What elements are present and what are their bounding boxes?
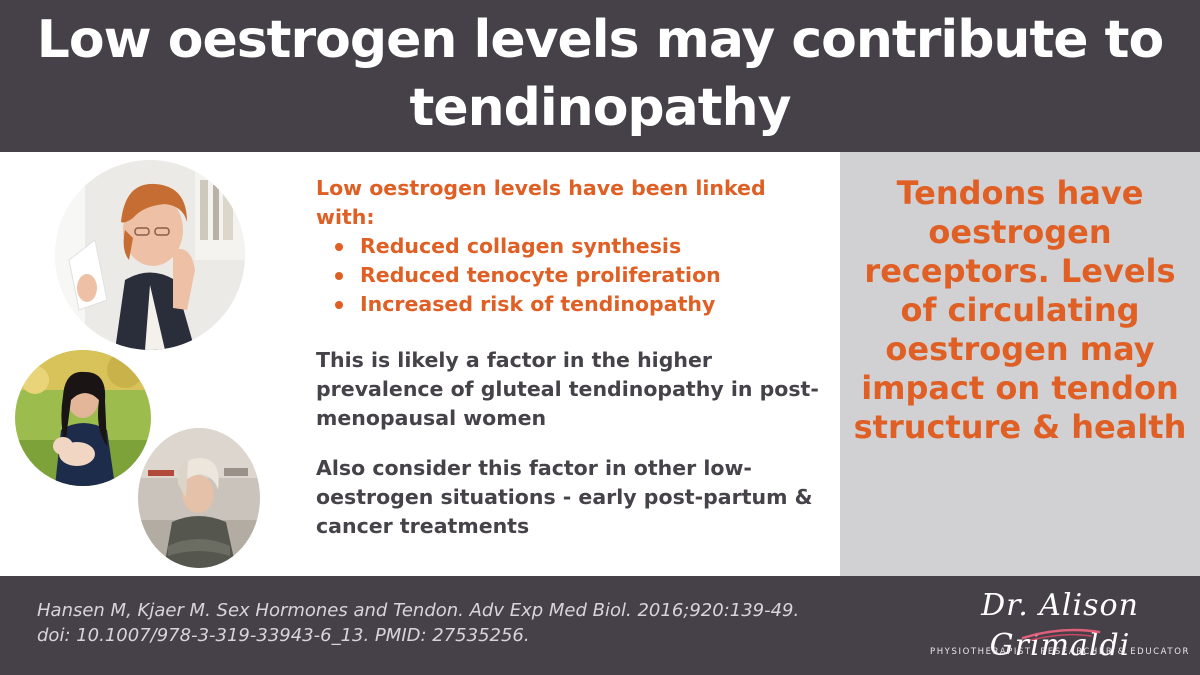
main-content: Low oestrogen levels have been linked wi… (316, 174, 831, 541)
brand-logo: Dr. Alison Grimaldi PHYSIOTHERAPIST, RES… (925, 584, 1195, 669)
list-item-text: Reduced collagen synthesis (360, 234, 682, 258)
effects-list: Reduced collagen synthesis Reduced tenoc… (316, 232, 831, 319)
logo-tagline: PHYSIOTHERAPIST, RESEARCHER & EDUCATOR (929, 647, 1191, 657)
page-title: Low oestrogen levels may contribute to t… (36, 10, 1165, 138)
logo-signature: Dr. Alison Grimaldi (981, 588, 1139, 663)
key-message-panel: Tendons have oestrogen receptors. Levels… (840, 152, 1200, 576)
list-item: Reduced collagen synthesis (330, 232, 831, 261)
list-item: Increased risk of tendinopathy (330, 290, 831, 319)
bullet-dot-icon (335, 243, 343, 251)
list-item-text: Reduced tenocyte proliferation (360, 263, 721, 287)
bullet-dot-icon (335, 301, 343, 309)
intro-text: Low oestrogen levels have been linked wi… (316, 176, 766, 229)
older-woman-hot-flush-photo (55, 160, 245, 350)
citation-line-2: doi: 10.1007/978-3-319-33943-6_13. PMID:… (37, 625, 530, 646)
logo-swoosh-icon (1021, 628, 1101, 641)
citation-line-1: Hansen M, Kjaer M. Sex Hormones and Tend… (37, 600, 800, 621)
header-banner: Low oestrogen levels may contribute to t… (0, 0, 1200, 152)
menopause-paragraph: This is likely a factor in the higher pr… (316, 348, 819, 430)
list-item-text: Increased risk of tendinopathy (360, 292, 716, 316)
citation: Hansen M, Kjaer M. Sex Hormones and Tend… (37, 598, 897, 648)
list-item: Reduced tenocyte proliferation (330, 261, 831, 290)
footer-bar: Hansen M, Kjaer M. Sex Hormones and Tend… (0, 576, 1200, 675)
other-situations-paragraph: Also consider this factor in other low-o… (316, 456, 813, 538)
key-message-text: Tendons have oestrogen receptors. Levels… (853, 174, 1187, 446)
woman-in-headscarf-photo (138, 428, 260, 568)
breastfeeding-mother-photo (15, 350, 151, 486)
bullet-dot-icon (335, 272, 343, 280)
